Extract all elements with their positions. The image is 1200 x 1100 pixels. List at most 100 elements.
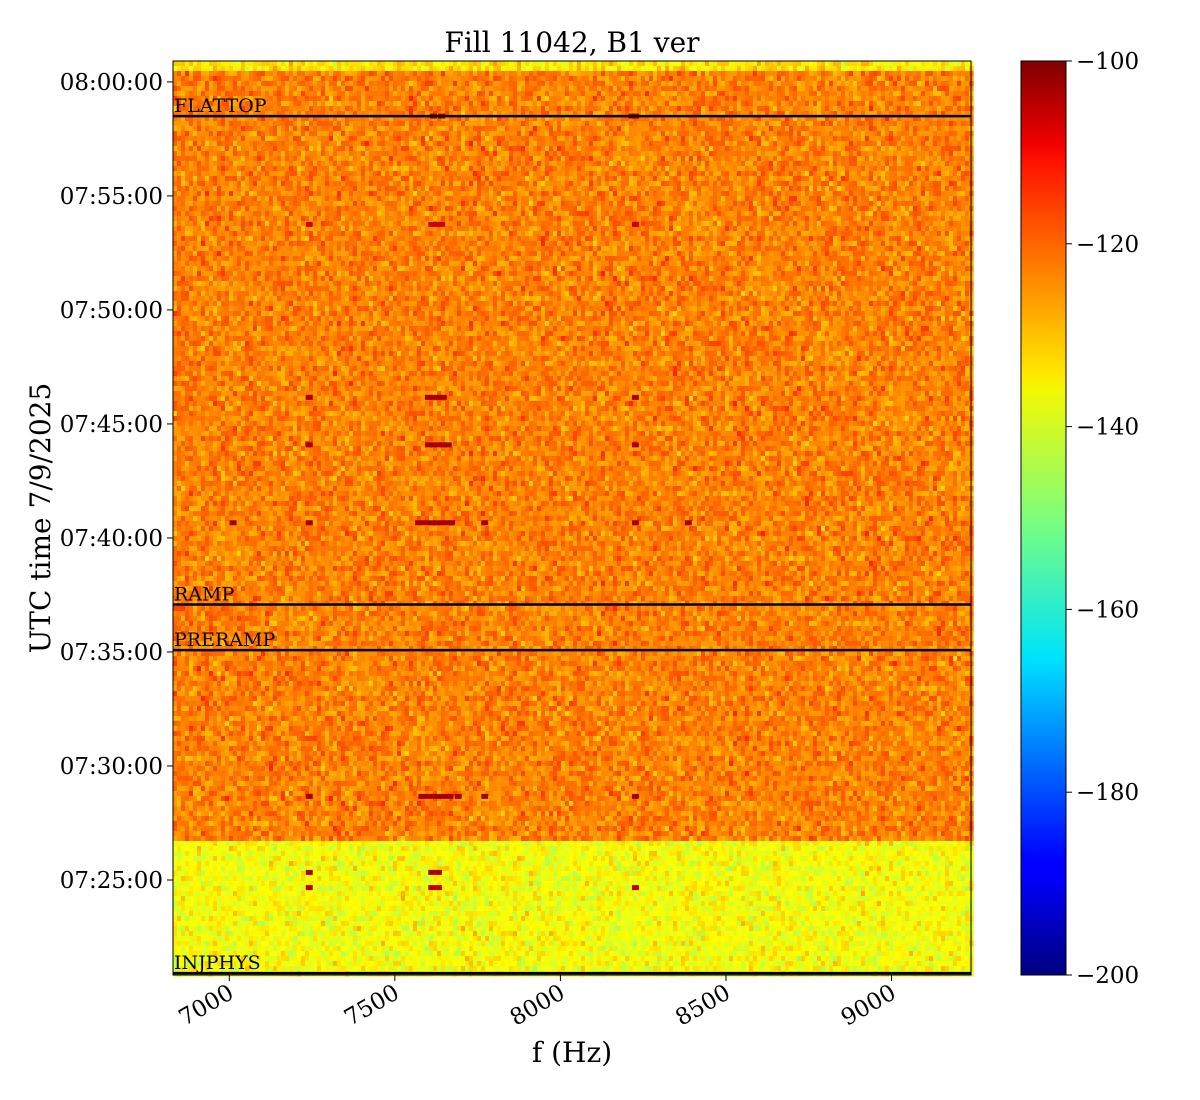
heatmap-cell (797, 86, 802, 92)
heatmap-cell (433, 141, 438, 147)
heatmap-cell (885, 181, 890, 187)
heatmap-cell (893, 126, 898, 132)
heatmap-cell (221, 181, 226, 187)
heatmap-cell (437, 141, 442, 147)
heatmap-cell (393, 171, 398, 177)
heatmap-cell (273, 136, 278, 142)
heatmap-cell (789, 181, 794, 187)
heatmap-cell (377, 146, 382, 152)
heatmap-cell (597, 101, 602, 107)
heatmap-cell (573, 131, 578, 137)
heatmap-cell (905, 131, 910, 137)
heatmap-cell (381, 181, 386, 187)
heatmap-cell (885, 101, 890, 107)
heatmap-cell (765, 171, 770, 177)
heatmap-cell (757, 61, 762, 67)
heatmap-cell (965, 66, 970, 72)
heatmap-cell (593, 126, 598, 132)
heatmap-cell (453, 116, 458, 122)
heatmap-cell (325, 131, 330, 137)
heatmap-cell (445, 176, 450, 182)
heatmap-cell (869, 71, 874, 77)
heatmap-cell (177, 86, 182, 92)
heatmap-cell (761, 116, 766, 122)
heatmap-cell (657, 86, 662, 92)
heatmap-cell (837, 81, 842, 87)
heatmap-cell (813, 111, 818, 117)
heatmap-cell (429, 71, 434, 77)
heatmap-cell (777, 131, 782, 137)
heatmap-cell (965, 151, 970, 157)
heatmap-cell (405, 121, 410, 127)
heatmap-cell (853, 161, 858, 167)
heatmap-cell (853, 71, 858, 77)
heatmap-cell (541, 76, 546, 82)
heatmap-cell (893, 81, 898, 87)
heatmap-cell (617, 91, 622, 97)
heatmap-cell (849, 61, 854, 67)
heatmap-cell (177, 166, 182, 172)
heatmap-cell (493, 71, 498, 77)
heatmap-cell (233, 71, 238, 77)
heatmap-cell (421, 96, 426, 102)
heatmap-cell (729, 106, 734, 112)
heatmap-cell (649, 151, 654, 157)
heatmap-cell (341, 161, 346, 167)
heatmap-cell (689, 126, 694, 132)
heatmap-cell (437, 101, 442, 107)
heatmap-cell (753, 181, 758, 187)
heatmap-cell (213, 176, 218, 182)
heatmap-cell (865, 131, 870, 137)
heatmap-cell (617, 66, 622, 72)
heatmap-cell (437, 106, 442, 112)
heatmap-cell (825, 61, 830, 67)
heatmap-cell (621, 176, 626, 182)
heatmap-cell (341, 126, 346, 132)
heatmap-cell (429, 121, 434, 127)
heatmap-cell (373, 86, 378, 92)
heatmap-cell (941, 76, 946, 82)
heatmap-cell (833, 151, 838, 157)
heatmap-cell (241, 156, 246, 162)
heatmap-cell (345, 131, 350, 137)
heatmap-cell (301, 176, 306, 182)
heatmap-cell (465, 121, 470, 127)
heatmap-cell (477, 76, 482, 82)
heatmap-cell (657, 131, 662, 137)
heatmap-cell (365, 61, 370, 67)
heatmap-cell (477, 81, 482, 87)
heatmap-cell (401, 181, 406, 187)
heatmap-cell (717, 171, 722, 177)
heatmap-cell (845, 81, 850, 87)
heatmap-cell (261, 96, 266, 102)
heatmap-cell (437, 116, 442, 122)
heatmap-cell (269, 151, 274, 157)
heatmap-cell (297, 171, 302, 177)
heatmap-cell (449, 131, 454, 137)
heatmap-cell (181, 156, 186, 162)
heatmap-cell (429, 96, 434, 102)
heatmap-cell (897, 156, 902, 162)
heatmap-cell (505, 151, 510, 157)
heatmap-cell (453, 96, 458, 102)
heatmap-cell (469, 176, 474, 182)
heatmap-cell (649, 131, 654, 137)
heatmap-cell (905, 176, 910, 182)
heatmap-cell (341, 86, 346, 92)
heatmap-cell (929, 66, 934, 72)
heatmap-cell (741, 156, 746, 162)
heatmap-cell (397, 91, 402, 97)
heatmap-cell (233, 96, 238, 102)
heatmap-cell (629, 101, 634, 107)
heatmap-cell (413, 146, 418, 152)
heatmap-cell (257, 76, 262, 82)
heatmap-cell (637, 66, 642, 72)
heatmap-cell (617, 146, 622, 152)
heatmap-cell (933, 111, 938, 117)
heatmap-cell (893, 86, 898, 92)
heatmap-cell (697, 151, 702, 157)
heatmap-cell (793, 86, 798, 92)
heatmap-cell (249, 181, 254, 187)
heatmap-cell (201, 126, 206, 132)
heatmap-cell (773, 76, 778, 82)
